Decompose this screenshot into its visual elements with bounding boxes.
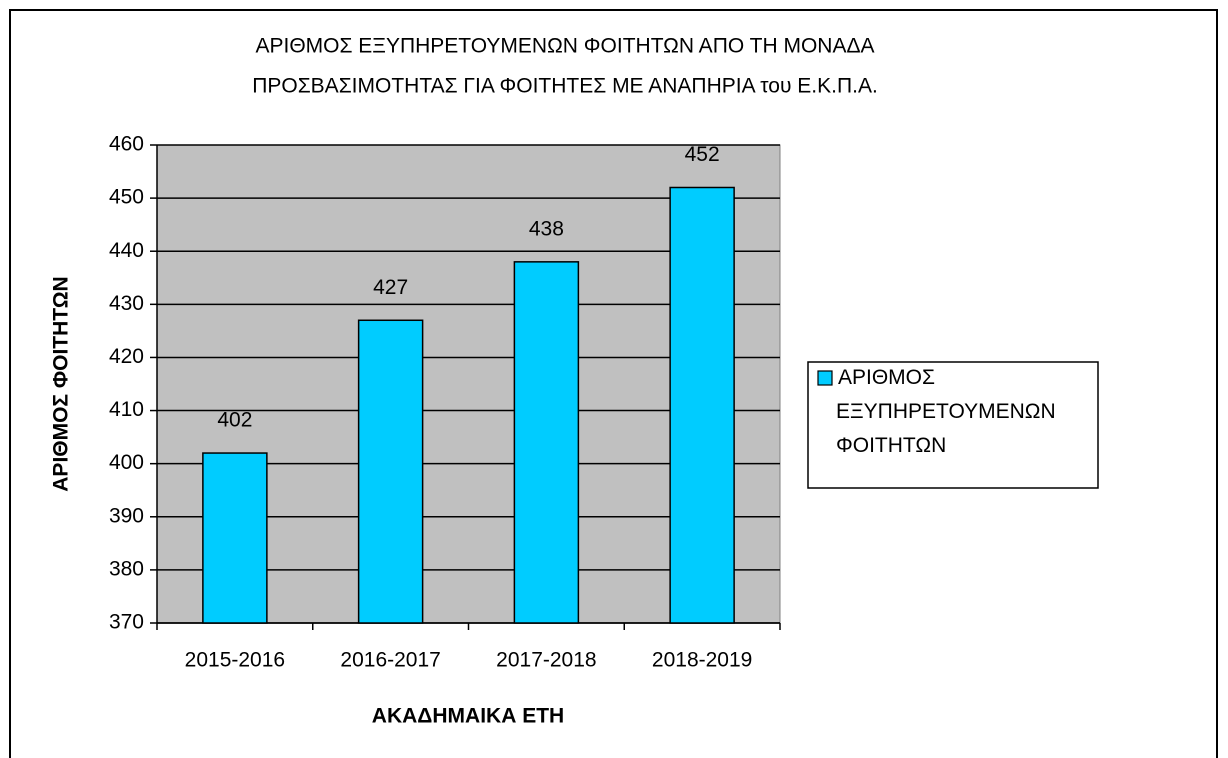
x-tick-label: 2018-2019 — [652, 649, 752, 672]
y-tick-label: 460 — [109, 133, 144, 156]
legend-box — [807, 361, 1099, 489]
bar — [513, 261, 580, 624]
y-tick-label: 420 — [109, 345, 144, 368]
chart-title: ΑΡΙΘΜΟΣ ΕΞΥΠΗΡΕΤΟΥΜΕΝΩΝ ΦΟΙΤΗΤΩΝ ΑΠΟ ΤΗ … — [255, 35, 874, 58]
y-tick-label: 410 — [109, 398, 144, 421]
legend-label: ΑΡΙΘΜΟΣ ΕΞΥΠΗΡΕΤΟΥΜΕΝΩΝ ΦΟΙΤΗΤΩΝ — [836, 366, 1056, 457]
bar — [669, 186, 735, 624]
y-tick-label: 430 — [109, 292, 144, 315]
y-axis-label: ΑΡΙΘΜΟΣ ΦΟΙΤΗΤΩΝ — [50, 276, 73, 491]
bar — [357, 319, 424, 624]
data-label: 438 — [529, 217, 564, 240]
y-tick-label: 400 — [109, 451, 144, 474]
x-tick-label: 2016-2017 — [340, 649, 440, 672]
y-tick-label: 370 — [109, 611, 144, 634]
x-tick-label: 2017-2018 — [496, 649, 596, 672]
data-label: 427 — [373, 276, 408, 299]
chart-title: ΠΡΟΣΒΑΣΙΜΟΤΗΤΑΣ ΓΙΑ ΦΟΙΤΗΤΕΣ ΜΕ ΑΝΑΠΗΡΙΑ… — [252, 75, 878, 98]
data-label: 402 — [217, 409, 252, 432]
y-tick-label: 440 — [109, 239, 144, 262]
x-tick-label: 2015-2016 — [185, 649, 285, 672]
x-axis-label: ΑΚΑΔΗΜΑΙΚΑ ΕΤΗ — [372, 705, 564, 728]
legend-swatch — [817, 370, 833, 386]
data-label: 452 — [685, 143, 720, 166]
bar — [202, 452, 268, 624]
y-tick-label: 380 — [109, 557, 144, 580]
y-tick-label: 390 — [109, 504, 144, 527]
y-tick-label: 450 — [109, 186, 144, 209]
